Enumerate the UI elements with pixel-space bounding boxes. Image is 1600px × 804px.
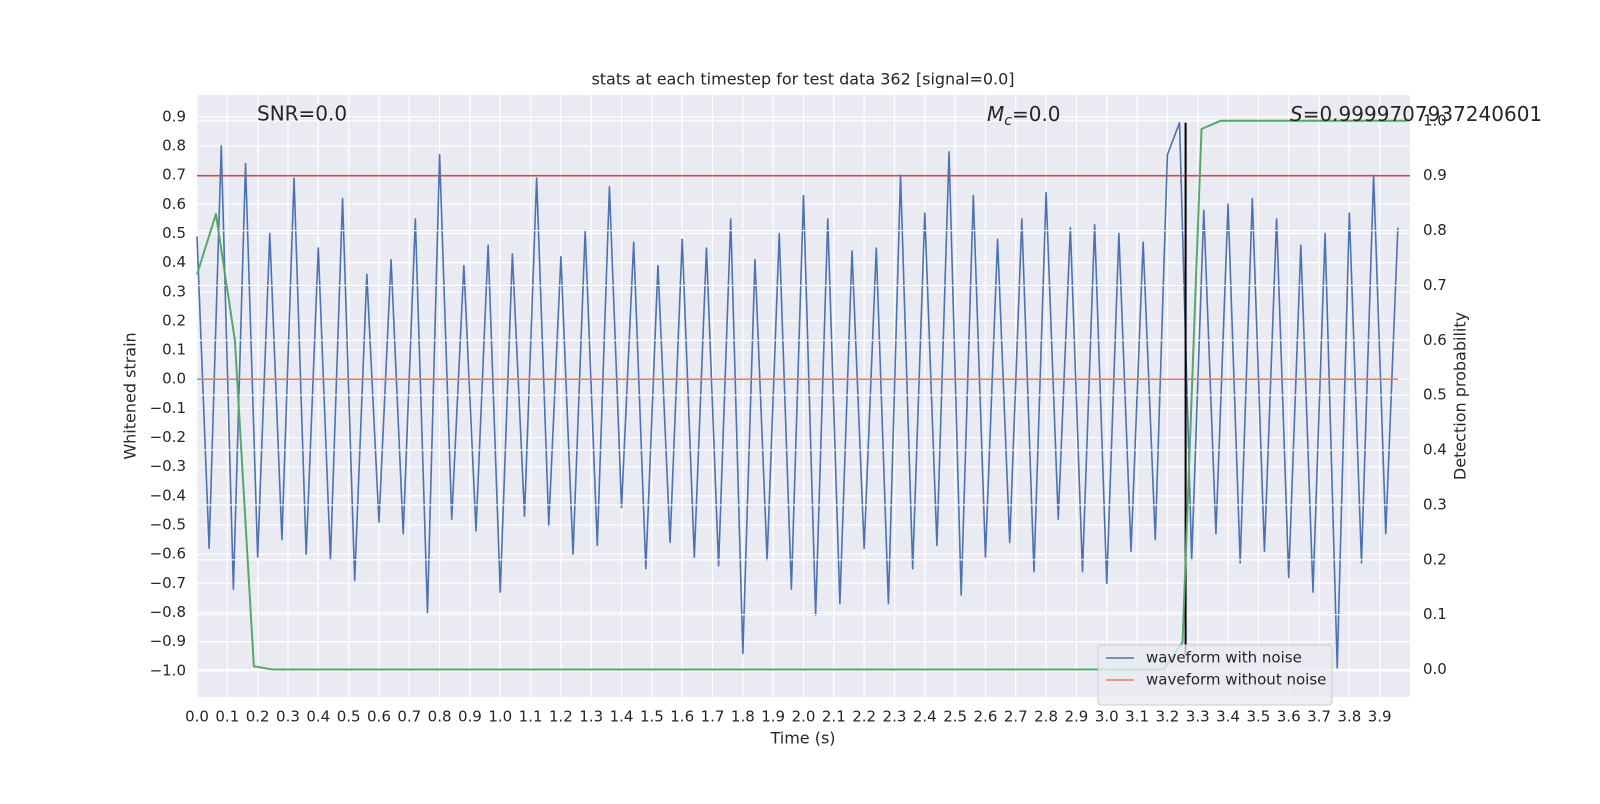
y-tick-label: −0.2 xyxy=(150,428,186,446)
x-tick-label: 3.2 xyxy=(1155,708,1179,726)
x-tick-label: 0.2 xyxy=(246,708,270,726)
y2-tick-label: 0.2 xyxy=(1423,550,1447,568)
mc-symbol: M xyxy=(987,102,1004,126)
x-tick-label: 3.1 xyxy=(1125,708,1149,726)
legend-box xyxy=(1097,644,1333,706)
x-tick-label: 2.6 xyxy=(974,708,998,726)
s-symbol: S xyxy=(1290,102,1303,126)
probability-line xyxy=(196,119,1407,671)
chart-title: stats at each timestep for test data 362… xyxy=(591,70,1014,89)
y-tick-label: −0.8 xyxy=(150,603,186,621)
x-tick-label: 1.6 xyxy=(670,708,694,726)
y2-tick-label: 0.0 xyxy=(1423,660,1447,678)
y2-axis-label: Detection probability xyxy=(1451,312,1470,480)
series-line xyxy=(196,121,1399,669)
x-tick-label: 3.5 xyxy=(1246,708,1270,726)
x-tick-label: 1.3 xyxy=(579,708,603,726)
x-tick-label: 0.6 xyxy=(367,708,391,726)
x-tick-label: 1.4 xyxy=(610,708,634,726)
x-tick-label: 1.5 xyxy=(640,708,664,726)
x-tick-label: 1.0 xyxy=(488,708,512,726)
y-tick-label: 0.8 xyxy=(162,137,186,155)
legend-label: waveform with noise xyxy=(1146,649,1302,667)
x-tick-label: 2.5 xyxy=(943,708,967,726)
y-tick-label: 0.5 xyxy=(162,224,186,242)
y-tick-label: −0.5 xyxy=(150,516,186,534)
x-tick-label: 2.1 xyxy=(822,708,846,726)
mc-subscript: c xyxy=(1004,113,1012,129)
x-tick-label: 0.7 xyxy=(397,708,421,726)
y-tick-label: 0.7 xyxy=(162,166,186,184)
y-axis-label: Whitened strain xyxy=(121,332,140,459)
x-tick-label: 3.6 xyxy=(1277,708,1301,726)
x-axis-label: Time (s) xyxy=(769,729,835,748)
y-tick-label: −0.6 xyxy=(150,545,186,563)
x-tick-label: 0.4 xyxy=(306,708,330,726)
mc-annotation: Mc=0.0 xyxy=(987,102,1061,130)
x-tick-label: 2.4 xyxy=(913,708,937,726)
y-tick-label: 0.0 xyxy=(162,370,186,388)
y-tick-label: 0.6 xyxy=(162,195,186,213)
y2-tick-label: 0.1 xyxy=(1423,605,1447,623)
snr-annotation: SNR=0.0 xyxy=(257,102,347,126)
x-tick-label: 1.2 xyxy=(549,708,573,726)
y-tick-label: 0.1 xyxy=(162,341,186,359)
s-value: =0.9999707937240601 xyxy=(1303,102,1542,126)
y2-tick-label: 0.6 xyxy=(1423,331,1447,349)
s-annotation: S=0.9999707937240601 xyxy=(1290,102,1542,126)
x-tick-label: 2.3 xyxy=(883,708,907,726)
y-tick-label: −0.7 xyxy=(150,574,186,592)
x-tick-label: 3.8 xyxy=(1337,708,1361,726)
y2-tick-label: 0.4 xyxy=(1423,441,1447,459)
x-tick-label: 2.2 xyxy=(852,708,876,726)
y2-tick-label: 0.3 xyxy=(1423,495,1447,513)
y-tick-label: 0.9 xyxy=(162,107,186,125)
x-tick-label: 0.1 xyxy=(215,708,239,726)
y2-tick-label: 0.8 xyxy=(1423,221,1447,239)
x-tick-label: 2.7 xyxy=(1004,708,1028,726)
y2-tick-label: 1.0 xyxy=(1423,111,1447,129)
y-tick-label: 0.3 xyxy=(162,282,186,300)
x-tick-label: 0.0 xyxy=(185,708,209,726)
x-tick-label: 2.0 xyxy=(792,708,816,726)
x-tick-label: 1.7 xyxy=(701,708,725,726)
x-tick-label: 3.0 xyxy=(1095,708,1119,726)
legend-label: waveform without noise xyxy=(1146,671,1326,689)
x-tick-label: 1.1 xyxy=(519,708,543,726)
x-tick-label: 2.8 xyxy=(1034,708,1058,726)
y-tick-label: −0.3 xyxy=(150,457,186,475)
y-tick-label: −0.4 xyxy=(150,486,186,504)
x-tick-label: 0.9 xyxy=(458,708,482,726)
x-tick-label: 1.8 xyxy=(731,708,755,726)
x-tick-label: 0.8 xyxy=(428,708,452,726)
y-tick-label: −0.9 xyxy=(150,632,186,650)
x-tick-label: 3.4 xyxy=(1216,708,1240,726)
x-tick-label: 0.3 xyxy=(276,708,300,726)
y-tick-label: −1.0 xyxy=(150,661,186,679)
x-tick-label: 1.9 xyxy=(761,708,785,726)
y-tick-label: 0.4 xyxy=(162,253,186,271)
mc-value: =0.0 xyxy=(1012,102,1061,126)
y2-tick-label: 0.9 xyxy=(1423,166,1447,184)
x-tick-label: 3.7 xyxy=(1307,708,1331,726)
x-tick-label: 3.3 xyxy=(1186,708,1210,726)
y-tick-label: −0.1 xyxy=(150,399,186,417)
y-tick-label: 0.2 xyxy=(162,311,186,329)
y2-tick-label: 0.5 xyxy=(1423,386,1447,404)
y2-tick-label: 0.7 xyxy=(1423,276,1447,294)
x-tick-label: 2.9 xyxy=(1064,708,1088,726)
x-tick-label: 0.5 xyxy=(337,708,361,726)
x-tick-label: 3.9 xyxy=(1368,708,1392,726)
